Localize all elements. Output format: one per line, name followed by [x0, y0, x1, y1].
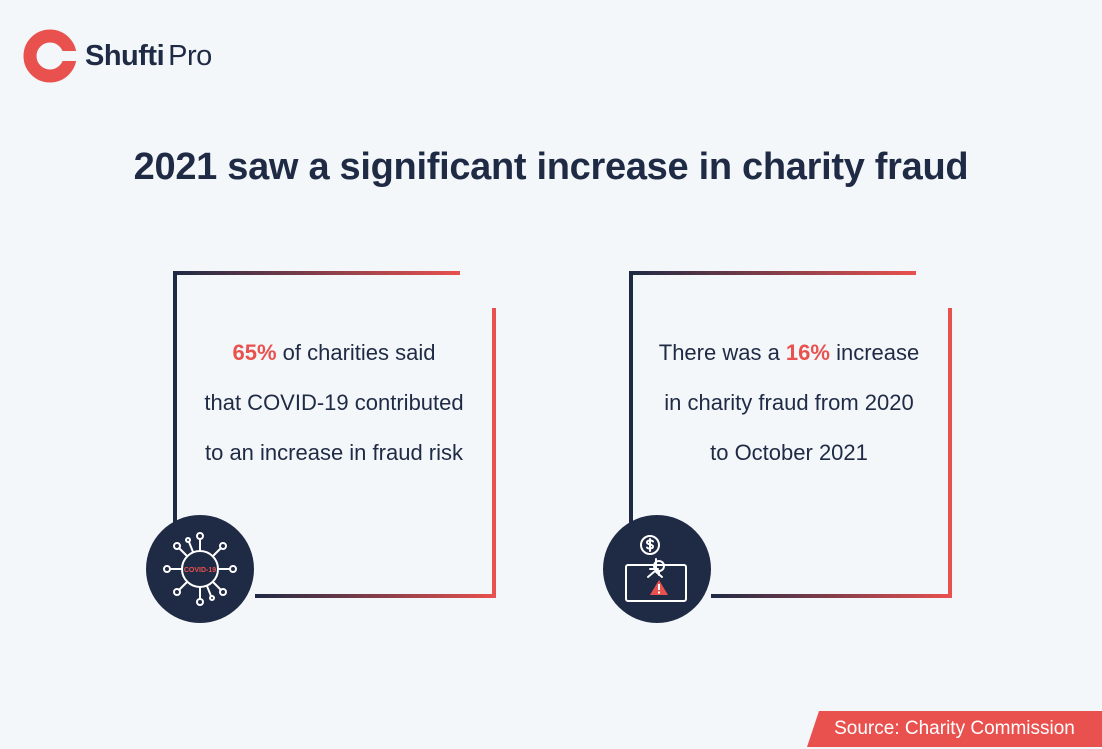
- card2-stat: 16%: [785, 340, 830, 365]
- brand-name-light: Pro: [168, 39, 212, 72]
- card2-line1: There was a 16% increase: [619, 328, 959, 378]
- virus-icon: COVID-19: [146, 515, 254, 623]
- virus-icon-label: COVID-19: [184, 567, 216, 574]
- card2-line1-pre: There was a: [658, 340, 786, 365]
- brand-name: Shufti Pro: [85, 40, 212, 73]
- card1-line2: that COVID-19 contributed: [204, 390, 464, 415]
- card1-line1-rest: of charities said: [276, 340, 436, 365]
- card2-line1-post: increase: [829, 340, 920, 365]
- card2-line3: to October 2021: [710, 440, 868, 465]
- source-badge: Source: Charity Commission: [807, 711, 1102, 747]
- card2-text: There was a 16% increase in charity frau…: [619, 328, 959, 478]
- card1-text: 65% of charities said that COVID-19 cont…: [164, 328, 504, 478]
- card1-line1: 65% of charities said: [164, 328, 504, 378]
- fraud-alert-icon: [603, 515, 711, 623]
- brand-name-bold: Shufti: [85, 39, 165, 72]
- card1-stat: 65%: [232, 340, 277, 365]
- card1-line3: to an increase in fraud risk: [204, 440, 464, 465]
- card2-line2: in charity fraud from 2020: [664, 390, 914, 415]
- brand-logo: Shufti Pro: [23, 29, 212, 83]
- shufti-logo-icon: [23, 29, 77, 83]
- page-title: 2021 saw a significant increase in chari…: [133, 146, 969, 188]
